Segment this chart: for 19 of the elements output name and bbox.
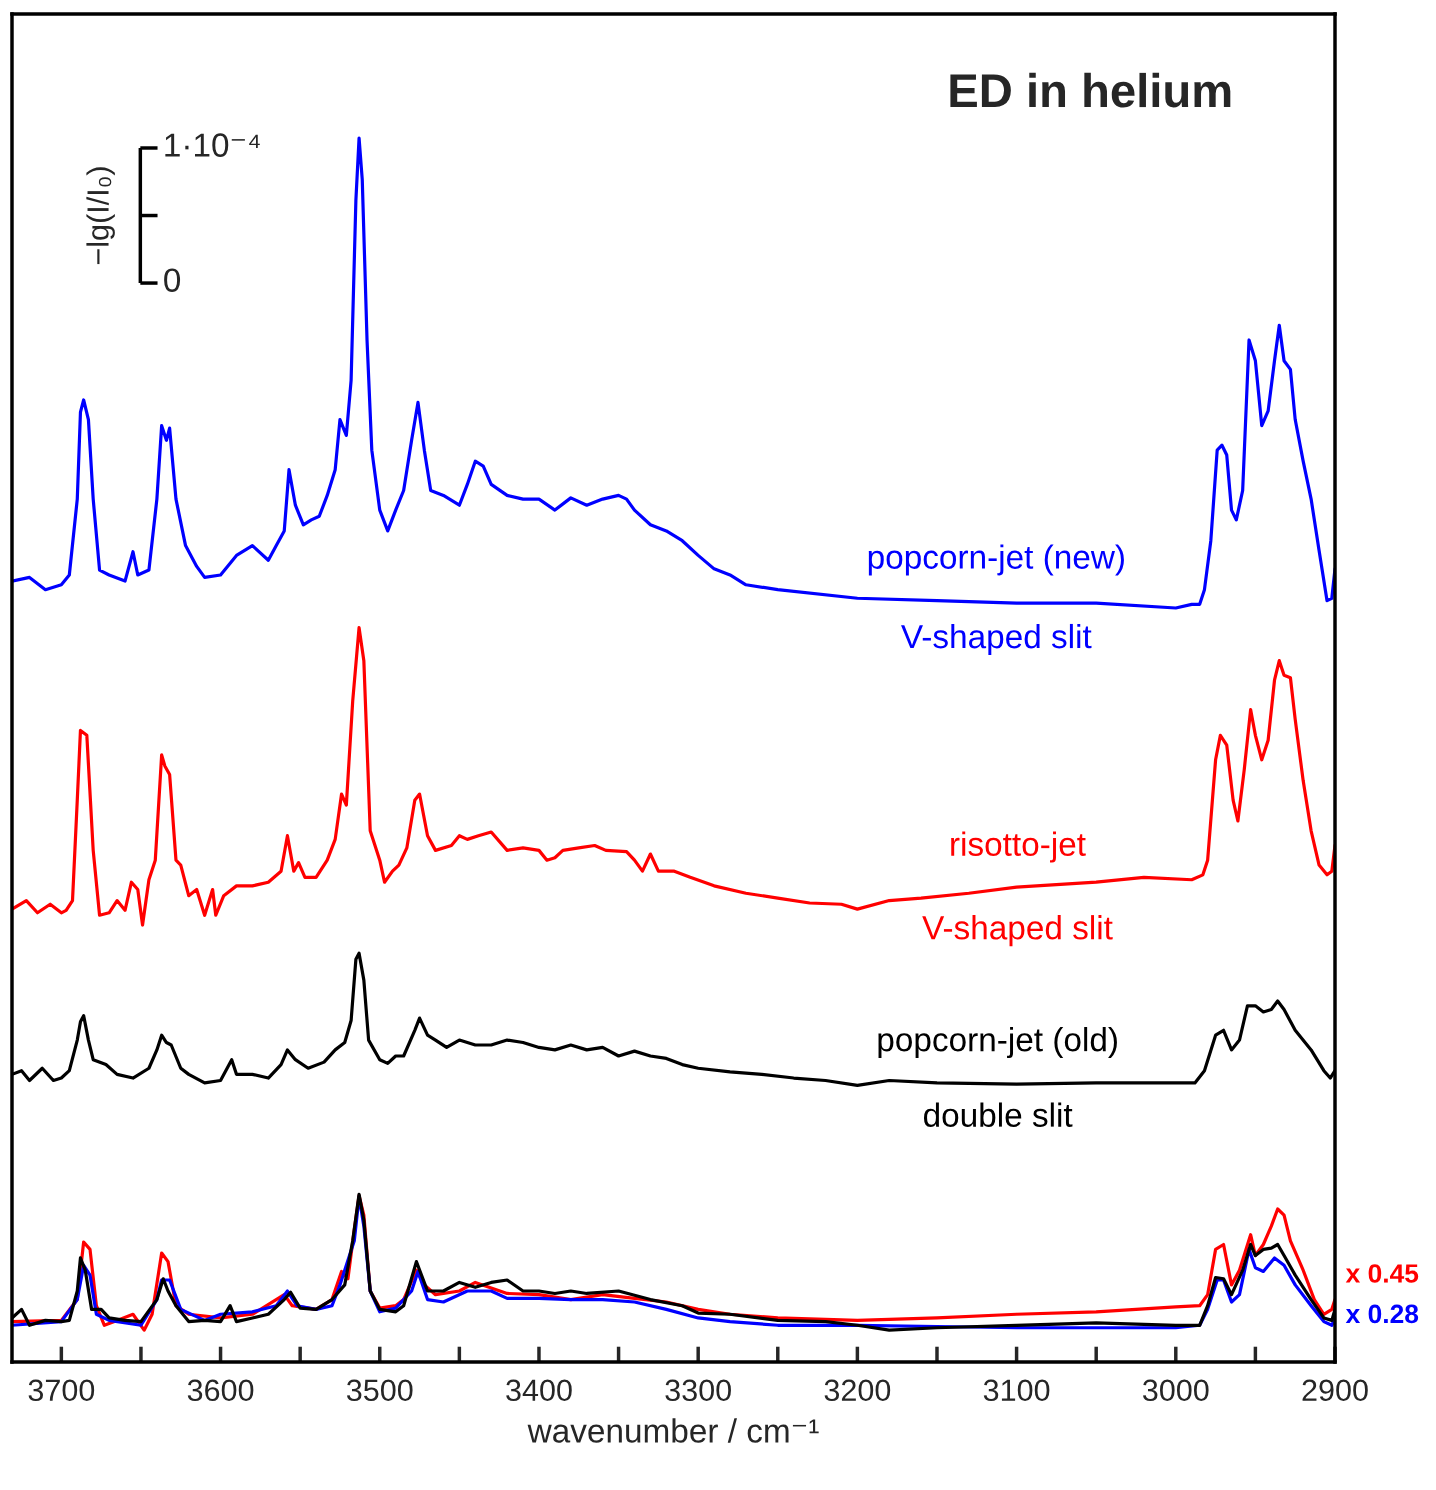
x-tick-label: 3700 [28, 1379, 95, 1402]
x-tick-label: 3300 [665, 1379, 731, 1402]
x-tick-label: 3600 [187, 1379, 254, 1402]
x-tick-label: 2900 [1302, 1379, 1368, 1402]
x-axis-title: wavenumber / cm⁻¹ [527, 1418, 819, 1443]
text: risotto-jet V-shaped slit [922, 831, 1113, 947]
chart-title: ED in helium [950, 72, 1231, 108]
annotation: 0 [164, 268, 181, 293]
x-tick-label: 3000 [1142, 1379, 1209, 1402]
annotation: 1·10⁻⁴ [165, 133, 260, 157]
x-tick-label: 3100 [983, 1379, 1050, 1402]
x-tick-label: 3500 [346, 1379, 413, 1402]
x-tick-label: 3400 [506, 1379, 572, 1402]
y-axis-title: −lg(I/I₀) [86, 167, 115, 265]
text: popcorn-jet (old) double slit [878, 1026, 1117, 1127]
x-tick-label: 3200 [824, 1379, 891, 1402]
series-label: x 0.45 [1345, 1264, 1419, 1283]
series-label: x 0.28 [1345, 1304, 1419, 1324]
text: popcorn-jet (new) V-shaped slit [868, 544, 1124, 656]
